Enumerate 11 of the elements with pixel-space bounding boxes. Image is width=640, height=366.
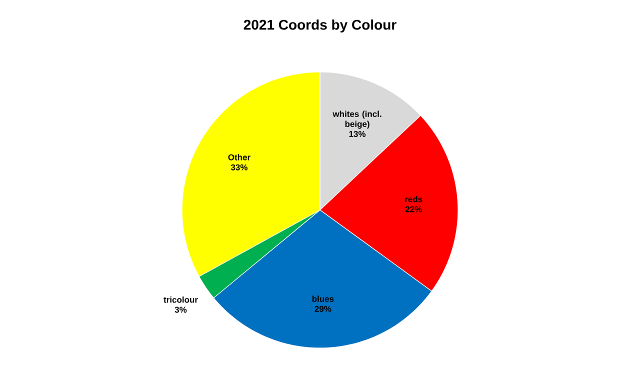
data-label: 3% xyxy=(174,306,187,313)
slice-label: reds xyxy=(405,196,422,202)
slice-label: blues xyxy=(312,296,334,302)
slice-label: whites (incl. beige) xyxy=(332,110,382,129)
slice-label: tricolour xyxy=(164,296,198,303)
data-label: 22% xyxy=(405,206,422,212)
slice-label: Other xyxy=(228,154,250,160)
data-label: 13% xyxy=(349,130,366,137)
chart-title: 2021 Coords by Colour xyxy=(244,19,396,33)
data-label: 29% xyxy=(314,306,332,312)
data-label: 33% xyxy=(230,164,248,170)
